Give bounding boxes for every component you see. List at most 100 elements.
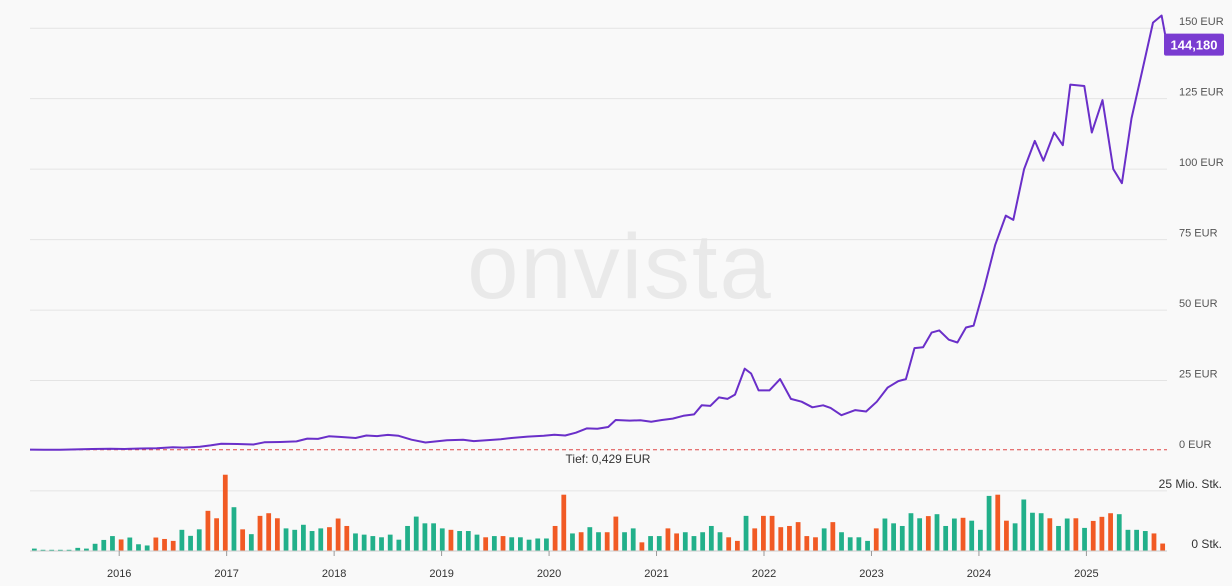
volume-bar [1134,529,1140,551]
volume-bar [891,523,896,551]
volume-bar [552,525,558,551]
price-tick-label: 0 EUR [1179,439,1211,451]
price-tick-label: 50 EUR [1179,298,1218,310]
volume-bar [448,529,454,551]
volume-bar [57,549,63,551]
volume-bar [431,523,436,551]
volume-bar [509,537,515,551]
volume-bar [821,528,827,551]
volume-bar [188,535,193,551]
x-tick-label: 2019 [429,568,453,580]
volume-bar [379,537,384,551]
volume-bar [1142,531,1148,551]
x-tick-label: 2025 [1074,568,1098,580]
volume-bar [283,528,289,551]
volume-bar [240,529,246,551]
price-tick-label: 100 EUR [1179,157,1224,169]
volume-bar [717,532,723,551]
volume-bar [49,549,55,551]
volume-bar [587,527,593,551]
volume-bar [674,533,680,551]
x-tick-label: 2020 [537,568,561,580]
volume-bar [1125,529,1131,551]
volume-bar [656,536,662,551]
volume-bar [500,536,506,551]
volume-bar [682,532,688,551]
x-tick-label: 2024 [967,568,991,580]
volume-bar [951,518,957,551]
volume-bar [205,510,211,551]
volume-bar [882,518,888,551]
volume-bar [665,528,671,551]
volume-tick-label: 0 Stk. [1191,537,1222,551]
volume-bar [1056,525,1061,551]
watermark-logo: onvista [467,216,773,318]
volume-bar [474,534,480,551]
x-tick-label: 2023 [859,568,883,580]
volume-bar [491,536,497,551]
volume-bar [726,537,732,551]
volume-bar [648,536,653,551]
volume-bar [700,532,706,551]
x-tick-label: 2021 [644,568,668,580]
volume-bar [769,515,775,551]
volume-bar [604,532,610,551]
volume-bar [960,517,966,551]
volume-bar [301,524,306,551]
volume-bar [40,549,46,551]
volume-bar [873,528,879,551]
volume-bar [778,527,784,551]
volume-bar [535,538,541,551]
volume-bar [266,513,272,551]
volume-bar [413,516,419,551]
volume-bar [439,528,445,551]
volume-bar [1047,518,1053,551]
volume-bar [761,515,766,551]
price-line [29,14,1168,451]
volume-bar [118,539,124,551]
volume-bar [1038,513,1044,551]
volume-bar [457,531,463,551]
price-tick-label: 150 EUR [1179,16,1224,28]
volume-bar [561,494,567,551]
volume-bar [908,513,914,551]
volume-bar [787,525,792,551]
price-tick-label: 125 EUR [1179,87,1224,99]
volume-bar [257,515,263,551]
volume-bar [899,525,905,551]
volume-bar [865,540,870,551]
price-badge: 144,180 [1164,33,1224,56]
volume-bar [387,534,393,551]
x-tick-label: 2016 [107,568,131,580]
volume-bar [1090,520,1096,551]
volume-bar [839,532,844,551]
x-tick-label: 2018 [322,568,346,580]
volume-bar [110,536,115,551]
volume-bar [691,536,697,551]
volume-bar [327,527,332,551]
volume-bar [934,514,940,551]
volume-bar [75,547,81,551]
volume-bar [943,525,949,551]
volume-bar [622,532,627,551]
volume-bar [1108,513,1113,551]
volume-bar [578,532,584,551]
volume-bar [917,518,923,551]
volume-bar [830,522,836,551]
volume-bar [1004,520,1009,551]
volume-bar [856,537,862,551]
volume-bar [405,525,410,551]
volume-bar [309,531,315,551]
volume-bar [465,531,471,551]
volume-bar [370,536,376,551]
volume-bar [734,540,740,551]
volume-bar [153,537,159,551]
volume-bar [1064,518,1070,551]
volume-bar [92,543,98,551]
volume-bar [144,545,150,551]
volume-bar [162,538,167,551]
price-tick-label: 25 EUR [1179,369,1218,381]
volume-bar [925,516,931,551]
volume-bar [222,474,228,551]
